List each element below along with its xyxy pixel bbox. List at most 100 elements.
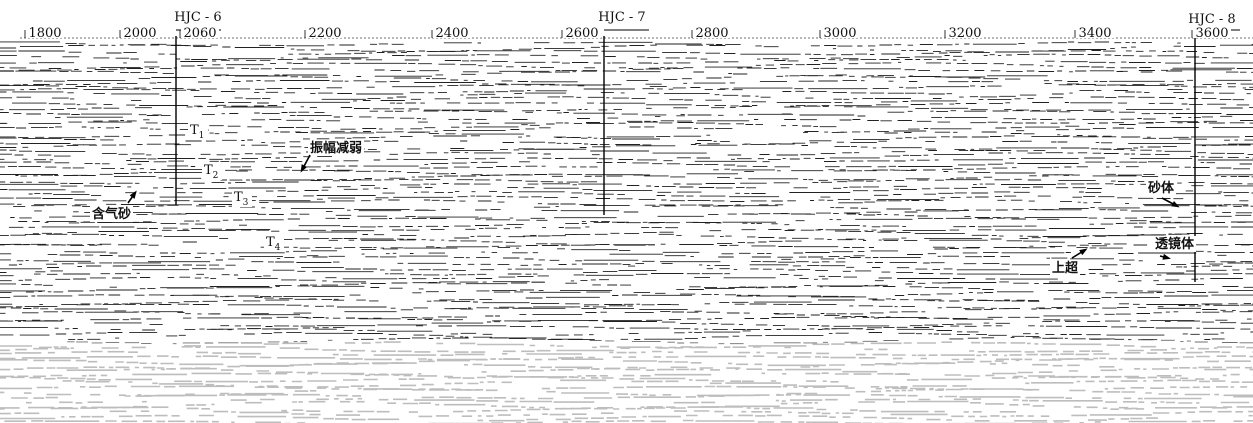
label-bg bbox=[1184, 11, 1240, 26]
reflector bbox=[0, 289, 1219, 298]
arrow-head bbox=[129, 190, 137, 199]
reflector bbox=[0, 281, 1253, 289]
trace-label: 1800 bbox=[28, 26, 61, 41]
well-label: HJC - 6 bbox=[174, 10, 221, 25]
arrow-head bbox=[300, 164, 307, 173]
reflector bbox=[0, 376, 1220, 383]
trace-label: 3000 bbox=[823, 26, 856, 41]
reflector bbox=[0, 186, 1253, 195]
label-bg bbox=[306, 26, 344, 38]
reflector bbox=[0, 294, 1253, 302]
arrow-head bbox=[1162, 253, 1171, 260]
label-bg bbox=[821, 26, 859, 38]
reflector bbox=[0, 268, 1253, 276]
label-bg bbox=[1146, 180, 1176, 196]
label-bg bbox=[170, 9, 226, 24]
reflector bbox=[0, 91, 1251, 100]
reflector bbox=[0, 130, 1253, 139]
reflector bbox=[0, 306, 1253, 315]
annotation: 透镜体 bbox=[1155, 236, 1195, 252]
reflector bbox=[0, 251, 1227, 258]
reflector bbox=[0, 135, 1253, 142]
reflector bbox=[0, 385, 1248, 391]
reflector bbox=[55, 113, 1233, 121]
trace-label: 2200 bbox=[308, 26, 341, 41]
label-bg bbox=[232, 189, 252, 207]
reflector bbox=[0, 328, 1253, 336]
reflector bbox=[0, 346, 1218, 353]
reflector bbox=[0, 199, 1253, 207]
label-bg bbox=[121, 26, 159, 38]
label-bg bbox=[202, 162, 222, 180]
reflector bbox=[0, 110, 1253, 116]
horizon-base: T bbox=[266, 235, 275, 250]
horizon-base: T bbox=[204, 163, 213, 178]
reflector bbox=[0, 147, 1253, 156]
label-bg bbox=[308, 140, 364, 156]
reflector bbox=[0, 140, 1251, 146]
label-bg bbox=[1050, 260, 1080, 276]
annotation: 振幅减弱 bbox=[310, 140, 362, 156]
reflector bbox=[0, 165, 1250, 172]
reflector bbox=[0, 61, 1235, 69]
reflector bbox=[8, 226, 1253, 232]
horizon-sub: 3 bbox=[243, 198, 249, 208]
reflector bbox=[8, 261, 1253, 266]
reflector bbox=[0, 84, 1253, 90]
label-bg bbox=[433, 26, 471, 38]
label-bg bbox=[1193, 26, 1231, 38]
reflector bbox=[0, 50, 1253, 56]
trace-label: 2000 bbox=[123, 26, 156, 41]
label-bg bbox=[1076, 26, 1114, 38]
reflector bbox=[64, 246, 1253, 255]
label-bg bbox=[188, 122, 208, 140]
reflector bbox=[0, 410, 1253, 418]
reflector bbox=[12, 102, 1250, 107]
reflector bbox=[32, 74, 1252, 83]
reflector bbox=[0, 195, 1249, 202]
reflector bbox=[26, 397, 1250, 404]
reflector bbox=[0, 183, 1253, 190]
reflector bbox=[0, 406, 1252, 413]
reflector bbox=[0, 316, 1252, 322]
reflector bbox=[0, 229, 1203, 238]
reflector bbox=[0, 284, 1253, 294]
reflector bbox=[0, 44, 1253, 53]
trace-label: 3200 bbox=[948, 26, 981, 41]
reflector bbox=[0, 88, 1253, 95]
reflector bbox=[0, 400, 1253, 410]
horizon-sub: 4 bbox=[275, 243, 281, 253]
reflector bbox=[44, 221, 1253, 228]
reflector bbox=[0, 298, 1253, 306]
reflector bbox=[0, 303, 1253, 310]
annotation: 砂体 bbox=[1147, 180, 1175, 196]
reflector bbox=[0, 178, 1253, 185]
reflector bbox=[0, 70, 1253, 78]
well-label: HJC - 7 bbox=[598, 10, 645, 25]
reflector bbox=[0, 58, 1253, 64]
reflector bbox=[0, 358, 1251, 367]
reflector bbox=[4, 419, 1253, 423]
horizon-base: T bbox=[234, 190, 243, 205]
reflector bbox=[0, 53, 1229, 61]
label-bg bbox=[181, 26, 219, 38]
reflector bbox=[28, 190, 1236, 198]
trace-label: 3600 bbox=[1195, 26, 1228, 41]
reflector bbox=[0, 276, 1243, 285]
reflector bbox=[11, 393, 1253, 400]
reflector bbox=[0, 319, 1253, 327]
reflector bbox=[0, 151, 1253, 160]
reflector bbox=[62, 379, 1253, 388]
annotation: 含气砂 bbox=[91, 206, 131, 222]
arrow-head bbox=[1171, 201, 1180, 208]
reflector bbox=[0, 311, 1253, 319]
labels: HJC - 6 HJC - 7 HJC - 8 1800 2000 2060 2200 240… bbox=[24, 9, 1240, 282]
trace-label: 2060 bbox=[183, 26, 216, 41]
reflector bbox=[0, 350, 1253, 357]
reflector bbox=[0, 366, 1253, 376]
reflector bbox=[15, 169, 1253, 177]
reflector bbox=[0, 243, 1253, 249]
reflector bbox=[0, 255, 1253, 263]
reflector bbox=[0, 80, 1253, 86]
